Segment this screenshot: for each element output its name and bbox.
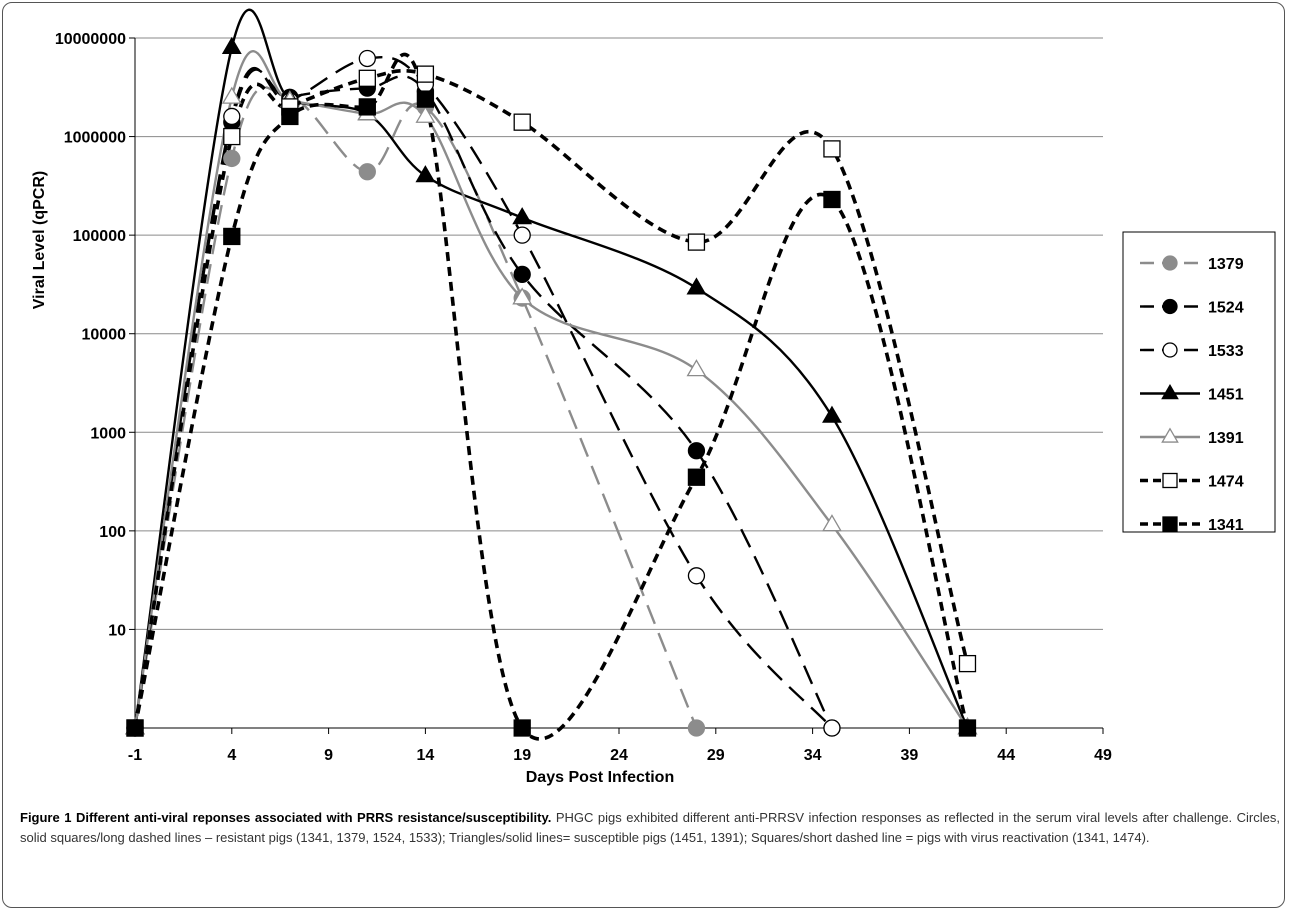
data-point-1533 — [687, 567, 706, 585]
data-point-1474 — [823, 140, 841, 158]
data-point-1341 — [416, 90, 435, 108]
gridlines — [135, 37, 1103, 630]
x-tick-label: -1 — [128, 747, 142, 764]
data-point-1379 — [223, 149, 241, 168]
y-tick-label: 10000 — [82, 327, 127, 344]
y-tick-label: 100 — [99, 524, 126, 541]
figure-caption: Figure 1 Different anti-viral reponses a… — [20, 808, 1280, 848]
axes — [129, 37, 1104, 734]
data-point-1524 — [513, 265, 531, 284]
data-point-1533 — [823, 719, 841, 737]
legend-label-1379: 1379 — [1208, 256, 1244, 273]
data-point-1474 — [513, 113, 531, 131]
series-line-1474 — [133, 69, 970, 729]
data-point-1391 — [415, 105, 436, 123]
data-point-1341 — [823, 190, 841, 209]
data-point-1474 — [416, 65, 435, 83]
legend-marker-1391 — [1161, 427, 1179, 443]
y-axis-label: Viral Level (qPCR) — [31, 171, 48, 309]
x-tick-label: 29 — [707, 747, 725, 764]
y-tick-label: 1000000 — [64, 130, 126, 147]
data-point-1379 — [358, 163, 376, 181]
data-point-1533 — [358, 49, 376, 68]
legend-marker-1341 — [1162, 516, 1178, 532]
data-point-1451 — [512, 207, 533, 225]
data-point-1451 — [221, 36, 242, 54]
legend-label-1474: 1474 — [1208, 474, 1244, 491]
data-point-1391 — [686, 359, 707, 377]
data-point-1341 — [958, 719, 977, 737]
legend-box — [1122, 231, 1276, 533]
data-point-1451 — [415, 165, 436, 183]
data-point-1341 — [513, 719, 531, 737]
data-point-1391 — [512, 287, 533, 305]
legend-marker-1524 — [1162, 298, 1178, 315]
caption-text: PHGC pigs exhibited different anti-PRRSV… — [20, 810, 1280, 845]
legend-label-1533: 1533 — [1208, 343, 1244, 360]
legend-marker-1379 — [1162, 255, 1178, 271]
data-point-1341 — [358, 98, 376, 116]
x-tick-label: 49 — [1094, 747, 1112, 764]
x-axis-label: Days Post Infection — [526, 769, 674, 786]
data-point-1391 — [822, 514, 842, 532]
caption-title: Figure 1 Different anti-viral reponses a… — [20, 810, 552, 825]
y-tick-label: 100000 — [73, 228, 126, 245]
y-tick-label: 10 — [108, 622, 126, 639]
legend-label-1451: 1451 — [1208, 387, 1244, 404]
data-point-1341 — [281, 107, 299, 126]
legend-label-1391: 1391 — [1208, 430, 1244, 447]
series-line-1524 — [133, 68, 834, 729]
data-point-1533 — [223, 107, 241, 126]
legend-marker-1451 — [1161, 383, 1179, 400]
series-line-1341 — [133, 52, 970, 741]
data-point-1533 — [513, 226, 531, 244]
data-point-1451 — [822, 405, 842, 423]
legend-marker-1533 — [1162, 342, 1178, 358]
series-markers — [125, 36, 978, 737]
data-point-1451 — [686, 277, 707, 295]
data-point-1474 — [223, 127, 241, 146]
legend: 1379 1524 1533 1451 1391 1474 1341 — [1122, 231, 1276, 534]
data-point-1391 — [221, 86, 242, 104]
data-point-1341 — [223, 227, 241, 246]
series-line-1533 — [133, 55, 833, 729]
x-tick-label: 39 — [901, 747, 919, 764]
x-tick-label: 44 — [997, 747, 1015, 764]
x-tick-label: 4 — [227, 747, 236, 764]
x-tick-label: 19 — [513, 747, 531, 764]
y-tick-label: 10000000 — [55, 31, 126, 48]
legend-label-1341: 1341 — [1208, 517, 1244, 534]
x-tick-label: 9 — [324, 747, 333, 764]
data-point-1474 — [958, 654, 977, 673]
data-point-1474 — [358, 69, 376, 87]
series-line-1451 — [133, 8, 969, 729]
y-tick-label: 1000 — [90, 425, 126, 442]
x-tick-label: 34 — [804, 747, 822, 764]
data-point-1379 — [687, 719, 706, 737]
data-point-1474 — [687, 233, 706, 251]
x-tick-label: 24 — [610, 747, 628, 764]
x-tick-label: 14 — [417, 747, 435, 764]
legend-label-1524: 1524 — [1208, 300, 1244, 317]
data-point-1341 — [126, 719, 144, 737]
legend-marker-1474 — [1162, 472, 1178, 489]
data-point-1341 — [687, 468, 706, 486]
data-point-1524 — [687, 442, 706, 460]
